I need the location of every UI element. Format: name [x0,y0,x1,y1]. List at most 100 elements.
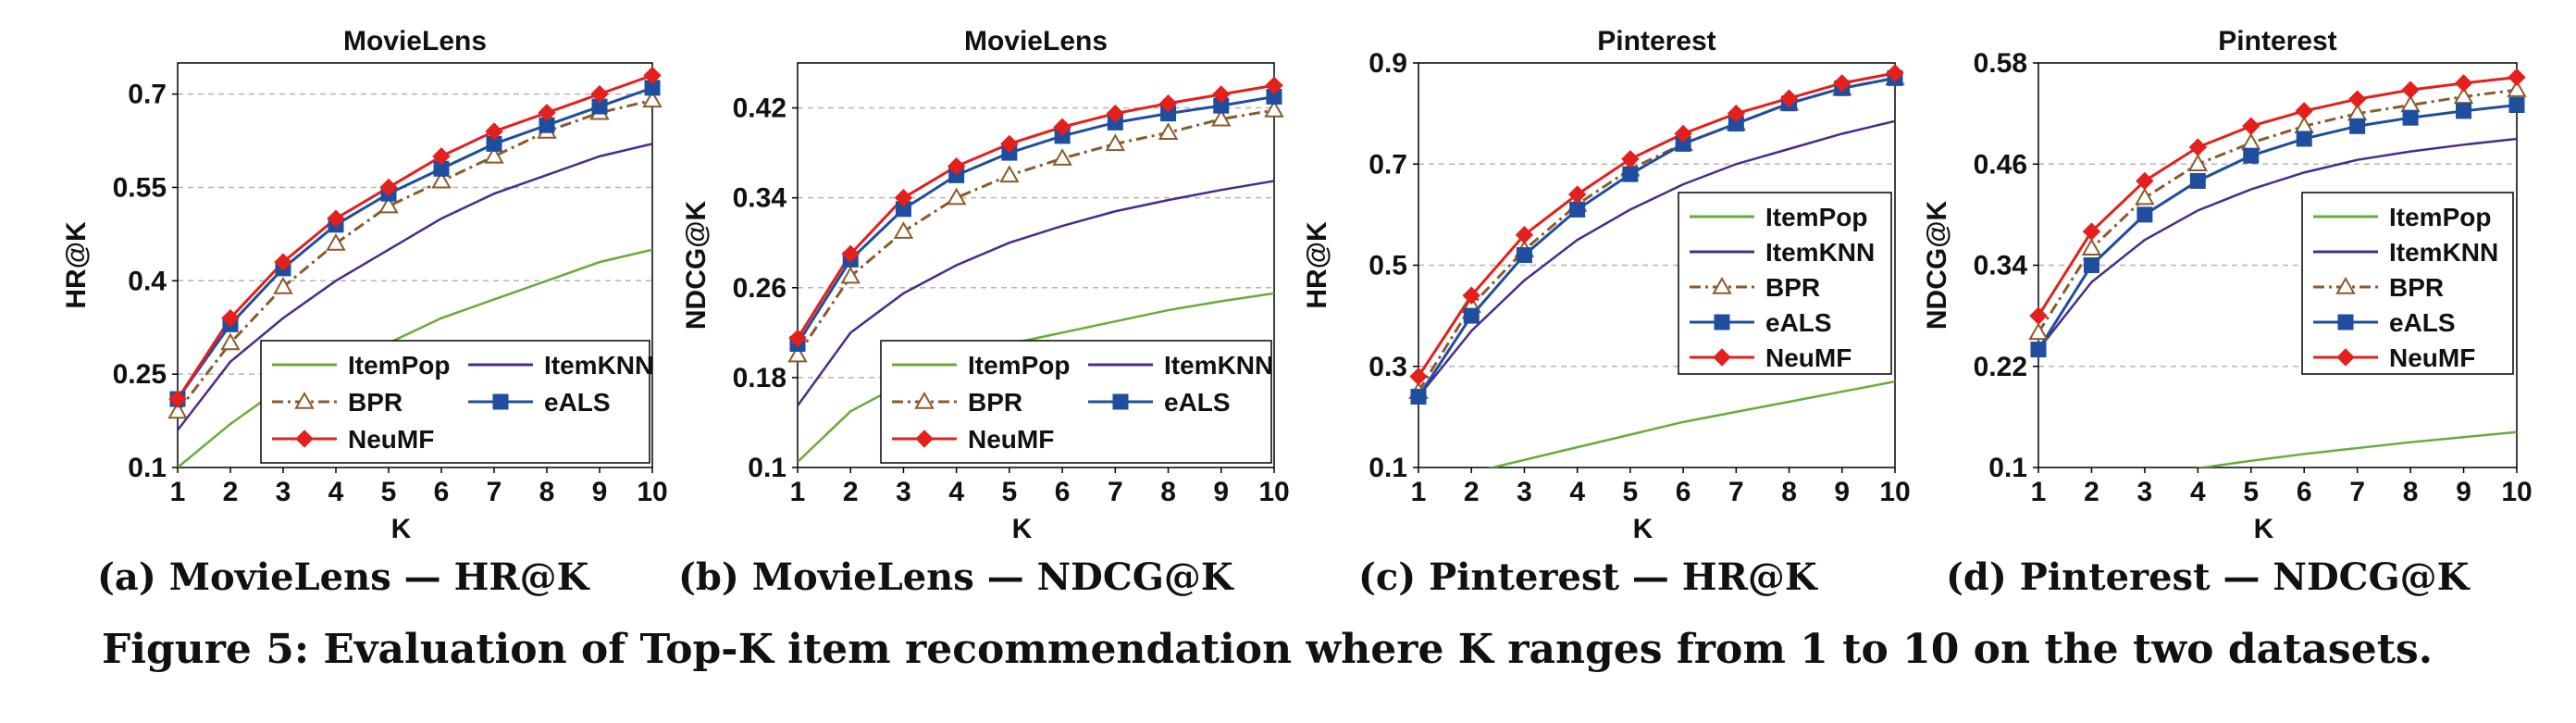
y-tick-label: 0.1 [1988,453,2027,483]
y-tick-label: 0.4 [128,266,167,296]
y-axis-label: NDCG@K [1922,201,1952,330]
data-point-neumf [2136,171,2154,191]
data-point-neumf [379,178,398,197]
data-point-eals [2083,257,2099,273]
data-point-neumf [538,104,556,122]
data-point-eals [2508,97,2525,114]
chart-title: MovieLens [964,26,1108,56]
data-point-neumf [788,329,807,348]
series-line-neumf [798,83,1274,340]
x-tick-label: 6 [1676,477,1691,507]
y-tick-label: 0.7 [128,80,167,110]
chart-title: Pinterest [2218,26,2336,56]
series-line-neumf [2038,75,2517,317]
y-tick-label: 0.34 [733,183,787,214]
x-tick-label: 5 [2243,477,2259,507]
subcaption-a: (a) MovieLens — HR@K [97,555,589,599]
data-point-neumf [1462,286,1480,305]
series-line-itemknn [2038,137,2517,351]
data-point-eals [2456,103,2472,119]
data-point-neumf [1106,104,1125,123]
legend-marker-eals [492,393,509,410]
legend-label-neumf: NeuMF [2389,343,2475,372]
subcaption-d: (d) Pinterest — NDCG@K [1946,555,2470,599]
data-point-neumf [1515,226,1534,244]
x-tick-label: 10 [2501,477,2532,507]
x-tick-label: 9 [1834,477,1850,507]
legend-marker-bpr [294,391,315,409]
legend-label-itempop: ItemPop [1765,203,1867,231]
x-tick-label: 10 [637,477,667,507]
x-tick-label: 2 [2084,477,2099,507]
data-point-bpr [1052,148,1072,166]
data-point-neumf [432,147,451,166]
chart-panel: 0.1 0.18 0.26 0.34 0.42 1 2 3 4 5 6 7 8 9 10 MovieLens K… [681,26,1290,544]
data-point-neumf [1567,185,1587,204]
legend-label-bpr: BPR [2389,273,2444,302]
data-point-eals [2136,206,2153,223]
data-point-neumf [894,188,913,207]
legend-label-itemknn: ItemKNN [544,351,653,380]
x-tick-label: 3 [1517,477,1532,507]
data-point-bpr [220,332,241,351]
series-line-eals [798,94,1274,345]
series-line-itemknn [1418,119,1895,398]
plot-frame [1418,62,1896,468]
y-axis-label: HR@K [61,221,92,309]
chart-title: MovieLens [343,26,487,56]
x-tick-label: 7 [2349,477,2365,507]
x-tick-label: 8 [1781,477,1797,507]
y-tick-label: 0.26 [733,273,786,304]
series-line-itempop [1487,380,1895,467]
data-point-neumf [2029,306,2048,325]
series-line-bpr [178,98,652,413]
x-tick-label: 1 [1411,477,1427,507]
legend-label-eals: eALS [1164,388,1231,417]
y-tick-label: 0.55 [113,172,167,203]
x-tick-label: 4 [948,477,964,507]
legend-label-itempop: ItemPop [348,351,450,380]
legend-marker-neumf [2336,348,2355,367]
y-axis-label: NDCG@K [681,201,712,330]
data-point-bpr [2028,322,2049,341]
data-point-neumf [2082,222,2101,241]
plot-frame [797,62,1275,468]
chart-panel: 0.1 0.3 0.5 0.7 0.9 1 2 3 4 5 6 7 8 9 10 Pinterest K HR@K… [1302,26,1911,544]
data-point-bpr [326,232,346,251]
x-tick-label: 5 [1623,477,1639,507]
x-tick-label: 6 [2297,477,2312,507]
legend-marker-neumf [915,430,934,448]
data-point-neumf [2188,138,2208,156]
data-point-eals [1410,389,1427,405]
x-tick-label: 7 [1728,477,1744,507]
legend: ItemPop ItemKNN BPR eALS NeuMF [260,340,653,464]
x-tick-label: 9 [2456,477,2471,507]
x-tick-label: 6 [1055,477,1071,507]
x-tick-label: 10 [1879,477,1910,507]
y-tick-label: 0.25 [113,359,167,390]
series-line-itempop [2196,430,2517,467]
series-lines [798,83,1274,463]
x-tick-label: 1 [790,477,806,507]
data-point-neumf [485,122,503,141]
data-point-neumf [643,66,662,85]
x-tick-label: 6 [434,477,450,507]
x-axis-label: K [2254,514,2274,544]
chart-panel: 0.1 0.25 0.4 0.55 0.7 1 2 3 4 5 6 7 8 9 10 MovieLens K HR… [61,26,668,544]
legend-label-neumf: NeuMF [968,425,1054,454]
series-line-itemknn [798,180,1274,406]
data-point-bpr [840,266,861,284]
series-line-eals [2038,104,2517,351]
y-tick-label: 0.1 [128,453,167,483]
data-point-bpr [431,170,452,189]
legend-box [2301,192,2514,375]
data-point-neumf [1833,74,1852,93]
y-tick-label: 0.18 [733,363,786,393]
x-axis-label: K [391,514,412,544]
chart-title: Pinterest [1597,26,1715,56]
data-point-bpr [378,195,399,214]
series-line-itemknn [178,143,652,431]
x-tick-label: 9 [592,477,608,507]
data-point-bpr [484,145,504,164]
x-tick-label: 4 [328,477,344,507]
